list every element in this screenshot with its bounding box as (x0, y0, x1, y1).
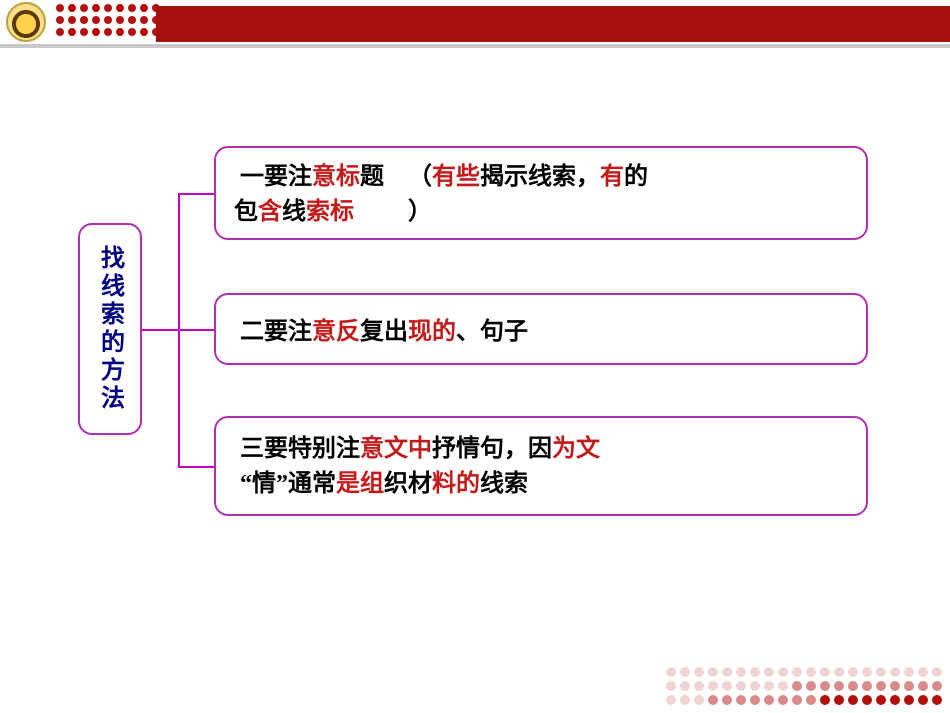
decorative-dot-grid-top (56, 4, 162, 38)
header-band (0, 0, 950, 44)
method-box-2: 二要注意反复出现的、句子 (214, 293, 868, 365)
method-text-2: 二要注意反复出现的、句子 (234, 315, 528, 350)
left-title-box: 找线索的方法 (78, 223, 142, 435)
header-divider (0, 44, 950, 48)
decorative-dot-grid-bottom (664, 665, 944, 707)
header-bar (156, 6, 950, 42)
method-box-3: 三要特别注意文中抒情句，因为文 “情”通常是组织材料的线索 (214, 416, 868, 516)
brand-logo (6, 2, 46, 42)
method-text-1: 一要注意标题 （有些揭示线索，有的包含线索标 ） (234, 160, 648, 230)
method-text-3: 三要特别注意文中抒情句，因为文 “情”通常是组织材料的线索 (234, 432, 600, 502)
left-title-text: 找线索的方法 (93, 245, 128, 413)
method-box-1: 一要注意标题 （有些揭示线索，有的包含线索标 ） (214, 146, 868, 240)
